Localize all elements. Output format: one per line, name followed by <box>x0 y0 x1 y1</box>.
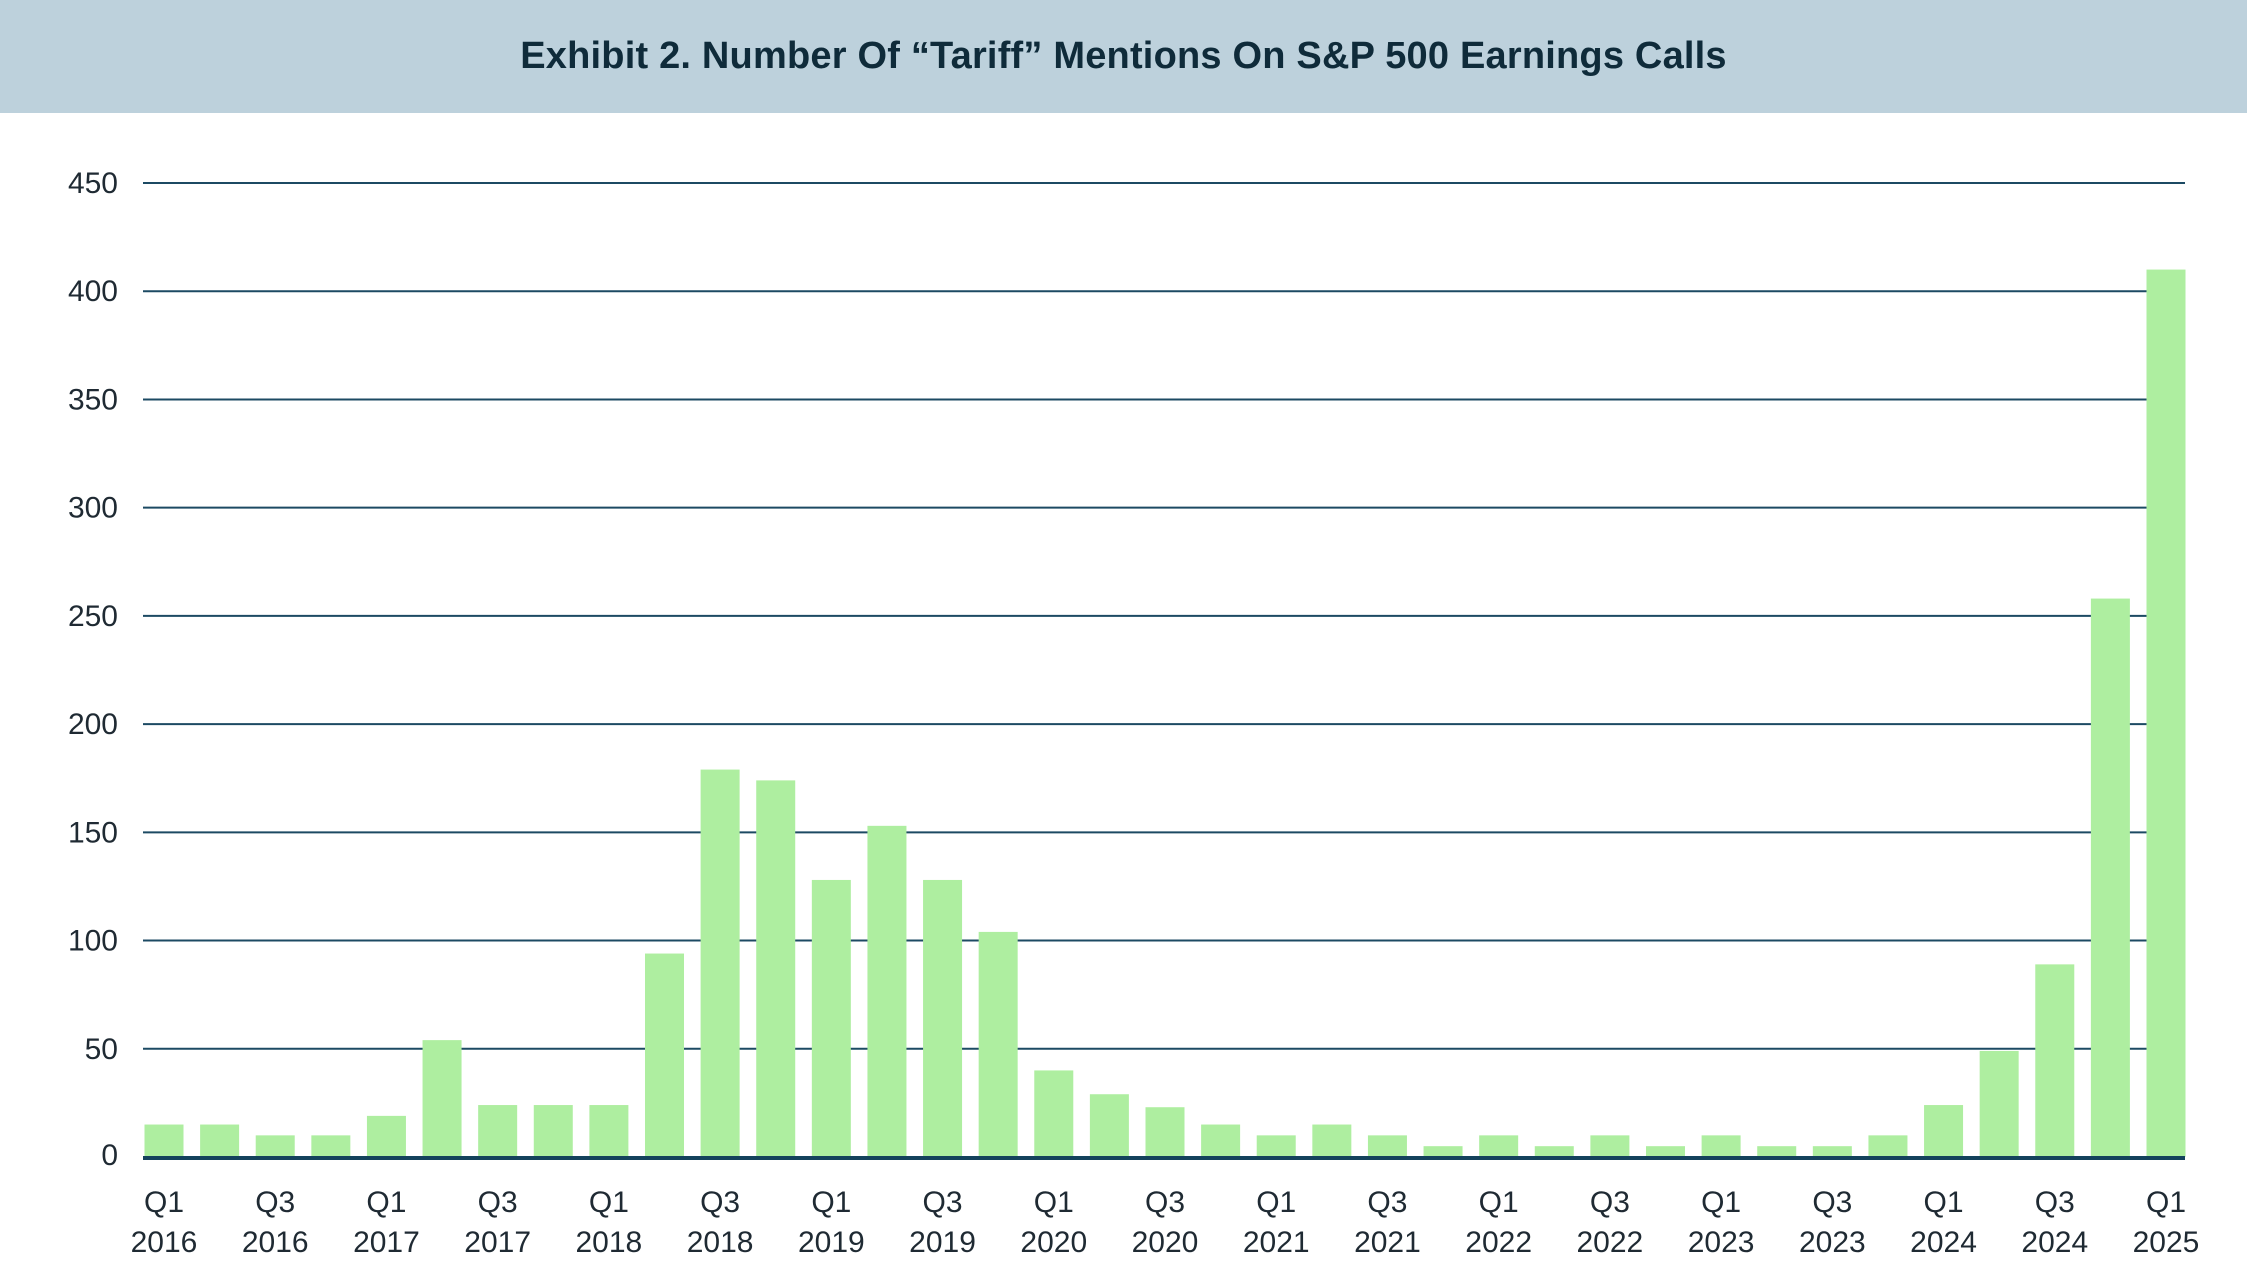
bar-q4-2022 <box>1646 1146 1685 1157</box>
bar-q1-2019 <box>811 879 851 1157</box>
x-tick-label-year: 2019 <box>909 1226 976 1259</box>
bar-q3-2019 <box>923 879 963 1157</box>
x-tick-label-quarter: Q1 <box>1256 1186 1296 1219</box>
bar-q2-2016 <box>200 1124 240 1157</box>
bar-q2-2019 <box>867 825 907 1157</box>
bar-q1-2017 <box>366 1115 406 1157</box>
x-tick-label-quarter: Q3 <box>1812 1186 1852 1219</box>
title-banner: Exhibit 2. Number Of “Tariff” Mentions O… <box>0 0 2247 113</box>
x-tick-label-year: 2022 <box>1465 1226 1532 1259</box>
y-tick-label: 300 <box>68 492 118 525</box>
bar-q4-2016 <box>311 1135 351 1157</box>
bar-q3-2020 <box>1145 1107 1185 1157</box>
x-tick-label-quarter: Q1 <box>1479 1186 1519 1219</box>
bar-q1-2018 <box>589 1105 629 1157</box>
x-tick-label-year: 2018 <box>576 1226 643 1259</box>
bar-q2-2024 <box>1979 1050 2019 1157</box>
x-tick-label-year: 2024 <box>2021 1226 2088 1259</box>
x-tick-label-quarter: Q3 <box>1590 1186 1630 1219</box>
x-tick-label-year: 2023 <box>1688 1226 1755 1259</box>
x-tick-label-quarter: Q3 <box>255 1186 295 1219</box>
x-tick-label-year: 2019 <box>798 1226 865 1259</box>
y-tick-label: 100 <box>68 925 118 958</box>
bar-q2-2020 <box>1089 1094 1129 1157</box>
x-tick-label-year: 2022 <box>1577 1226 1644 1259</box>
bar-q4-2019 <box>978 931 1018 1157</box>
x-tick-label-year: 2021 <box>1243 1226 1310 1259</box>
bar-q4-2023 <box>1868 1135 1908 1157</box>
y-tick-label: 350 <box>68 383 118 416</box>
x-tick-label-quarter: Q1 <box>1701 1186 1741 1219</box>
x-tick-label-year: 2021 <box>1354 1226 1421 1259</box>
bar-q3-2022 <box>1590 1135 1630 1157</box>
x-tick-label-year: 2023 <box>1799 1226 1866 1259</box>
bar-q3-2024 <box>2035 964 2075 1157</box>
bar-q1-2020 <box>1034 1070 1074 1157</box>
y-tick-label: 400 <box>68 275 118 308</box>
bar-q3-2018 <box>700 769 740 1157</box>
bar-q2-2023 <box>1757 1146 1797 1157</box>
x-tick-label-quarter: Q1 <box>1034 1186 1074 1219</box>
x-tick-label-quarter: Q1 <box>366 1186 406 1219</box>
bar-q2-2018 <box>645 953 684 1157</box>
x-axis-tick-labels: Q1 2016 Q3 2016 Q1 2017 Q3 2017 Q1 2018 Q3 2018 Q1 20… <box>131 1186 2200 1259</box>
bars <box>144 269 2186 1157</box>
y-tick-label: 150 <box>68 816 118 849</box>
y-tick-label: 200 <box>68 708 118 741</box>
bar-chart: 0 50 100 150 200 250 300 350 400 450 Q1 2016 Q3 2016… <box>68 167 2200 1259</box>
bar-q2-2021 <box>1312 1124 1352 1157</box>
bar-q2-2017 <box>422 1040 462 1157</box>
x-tick-label-quarter: Q3 <box>923 1186 963 1219</box>
bar-q1-2025 <box>2146 269 2186 1157</box>
x-tick-label-quarter: Q3 <box>1367 1186 1407 1219</box>
x-tick-label-year: 2020 <box>1132 1226 1199 1259</box>
y-tick-label: 250 <box>68 600 118 633</box>
bar-q1-2021 <box>1256 1135 1296 1157</box>
bar-q3-2017 <box>478 1105 518 1157</box>
x-tick-label-quarter: Q3 <box>478 1186 518 1219</box>
y-axis-tick-labels: 0 50 100 150 200 250 300 350 400 450 <box>68 167 118 1172</box>
y-tick-label: 50 <box>85 1033 118 1066</box>
bar-q4-2018 <box>756 780 796 1157</box>
bar-q2-2022 <box>1534 1146 1574 1157</box>
bar-q4-2020 <box>1201 1124 1241 1157</box>
x-tick-label-year: 2018 <box>687 1226 754 1259</box>
bar-q4-2017 <box>533 1105 573 1157</box>
x-tick-label-year: 2017 <box>353 1226 420 1259</box>
x-tick-label-quarter: Q3 <box>2035 1186 2075 1219</box>
x-tick-label-year: 2020 <box>1020 1226 1087 1259</box>
bar-q1-2023 <box>1701 1135 1741 1157</box>
x-tick-label-quarter: Q1 <box>144 1186 184 1219</box>
x-tick-label-quarter: Q1 <box>2146 1186 2186 1219</box>
x-tick-label-quarter: Q3 <box>1145 1186 1185 1219</box>
x-tick-label-year: 2017 <box>464 1226 531 1259</box>
bar-q4-2024 <box>2090 598 2130 1157</box>
bar-q3-2023 <box>1812 1146 1852 1157</box>
x-tick-label-year: 2024 <box>1910 1226 1977 1259</box>
x-tick-label-year: 2025 <box>2133 1226 2200 1259</box>
bar-q1-2022 <box>1479 1135 1519 1157</box>
y-tick-label: 0 <box>101 1139 118 1172</box>
x-tick-label-quarter: Q1 <box>589 1186 629 1219</box>
bar-q1-2016 <box>144 1124 184 1157</box>
bar-q4-2021 <box>1423 1146 1463 1157</box>
y-tick-label: 450 <box>68 167 118 200</box>
x-tick-label-quarter: Q3 <box>700 1186 740 1219</box>
bar-q1-2024 <box>1924 1105 1964 1157</box>
x-tick-label-year: 2016 <box>242 1226 309 1259</box>
x-tick-label-quarter: Q1 <box>1924 1186 1964 1219</box>
x-tick-label-quarter: Q1 <box>811 1186 851 1219</box>
x-tick-label-year: 2016 <box>131 1226 198 1259</box>
bar-q3-2021 <box>1367 1135 1407 1157</box>
bar-q3-2016 <box>255 1135 295 1157</box>
gridlines <box>143 182 2185 1050</box>
chart-title: Exhibit 2. Number Of “Tariff” Mentions O… <box>520 35 1727 77</box>
